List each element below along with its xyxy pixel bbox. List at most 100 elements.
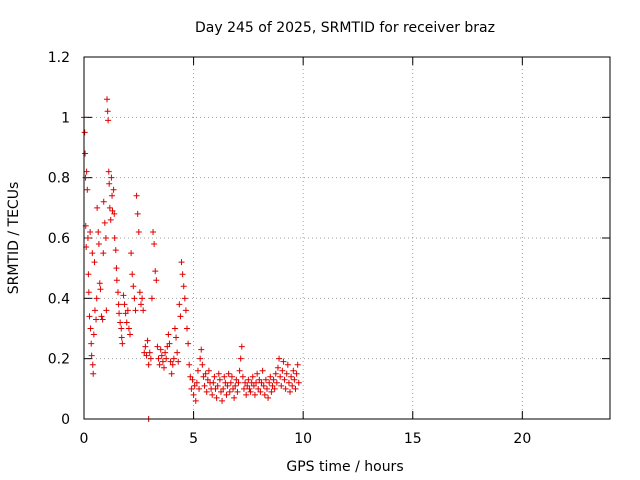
data-point: [250, 382, 257, 389]
data-point: [144, 337, 151, 344]
data-point: [139, 295, 146, 302]
data-point: [98, 313, 105, 320]
data-point: [277, 373, 284, 380]
data-point: [99, 316, 106, 323]
x-tick-label: 15: [404, 431, 422, 447]
data-point: [190, 391, 197, 398]
data-point: [200, 373, 207, 380]
data-point: [270, 376, 277, 383]
data-point: [130, 283, 137, 290]
y-tick-label: 0.8: [48, 171, 70, 187]
data-point: [145, 361, 152, 368]
data-series-srmtid: [81, 96, 302, 422]
data-point: [293, 370, 300, 377]
data-point: [121, 301, 128, 308]
data-point: [198, 346, 205, 353]
data-point: [233, 376, 240, 383]
data-point: [166, 340, 173, 347]
data-point: [85, 271, 92, 278]
data-point: [177, 313, 184, 320]
data-point: [211, 373, 218, 380]
data-point: [101, 219, 108, 226]
data-point: [217, 388, 224, 395]
data-point: [180, 283, 187, 290]
data-point: [118, 334, 125, 341]
data-point: [147, 355, 154, 362]
plot-frame: [83, 56, 611, 420]
data-point: [246, 385, 253, 392]
data-point: [231, 394, 238, 401]
y-tick-label: 0.4: [48, 291, 70, 307]
data-point: [87, 325, 94, 332]
data-point: [115, 301, 122, 308]
data-point: [222, 379, 229, 386]
data-point: [142, 343, 149, 350]
data-point: [131, 295, 138, 302]
data-point: [88, 352, 95, 359]
data-point: [258, 379, 265, 386]
data-point: [199, 361, 206, 368]
data-point: [255, 385, 262, 392]
data-point: [107, 216, 114, 223]
data-point: [123, 319, 130, 326]
data-point: [266, 379, 273, 386]
data-point: [155, 355, 162, 362]
data-point: [227, 379, 234, 386]
data-point: [158, 352, 165, 359]
data-point: [165, 331, 172, 338]
data-point: [194, 367, 201, 374]
data-point: [127, 331, 134, 338]
data-point: [280, 358, 287, 365]
data-point: [201, 382, 208, 389]
data-point: [140, 307, 147, 314]
y-tick-label: 1: [61, 110, 70, 126]
data-point: [160, 364, 167, 371]
data-point: [105, 117, 112, 124]
x-tick-label: 10: [294, 431, 312, 447]
data-point: [202, 370, 209, 377]
data-point: [120, 292, 127, 299]
data-point: [269, 382, 276, 389]
data-point: [111, 235, 118, 241]
data-point: [262, 376, 269, 383]
data-point: [220, 385, 227, 392]
data-point: [90, 370, 97, 377]
data-point: [215, 370, 222, 377]
data-point: [226, 388, 233, 395]
data-point: [219, 397, 226, 404]
data-point: [152, 268, 159, 275]
data-point: [223, 391, 230, 398]
data-point: [170, 355, 177, 362]
data-point: [182, 307, 189, 314]
data-point: [106, 204, 113, 211]
data-point: [124, 307, 131, 314]
data-point: [178, 259, 185, 266]
data-point: [283, 370, 290, 377]
data-point: [261, 391, 268, 398]
data-point: [238, 343, 245, 350]
data-point: [259, 367, 266, 374]
data-point: [167, 358, 174, 365]
data-point: [212, 385, 219, 392]
x-tick-label: 5: [189, 431, 198, 447]
data-point: [254, 370, 261, 377]
data-point: [82, 150, 89, 157]
data-point: [186, 361, 193, 368]
data-point: [284, 361, 291, 368]
y-tick-label: 0: [61, 412, 70, 428]
x-tick-labels: 0 5 10 15 20: [80, 431, 532, 447]
data-point: [187, 373, 194, 380]
data-point: [154, 343, 161, 350]
data-point: [257, 388, 264, 395]
data-point: [184, 325, 191, 332]
data-point: [112, 247, 119, 254]
data-point: [106, 180, 113, 187]
data-point: [104, 96, 111, 103]
data-point: [188, 385, 195, 392]
data-point: [91, 307, 98, 314]
data-point: [86, 313, 93, 320]
data-point: [128, 250, 135, 257]
data-point: [82, 174, 89, 181]
data-point: [157, 346, 164, 353]
